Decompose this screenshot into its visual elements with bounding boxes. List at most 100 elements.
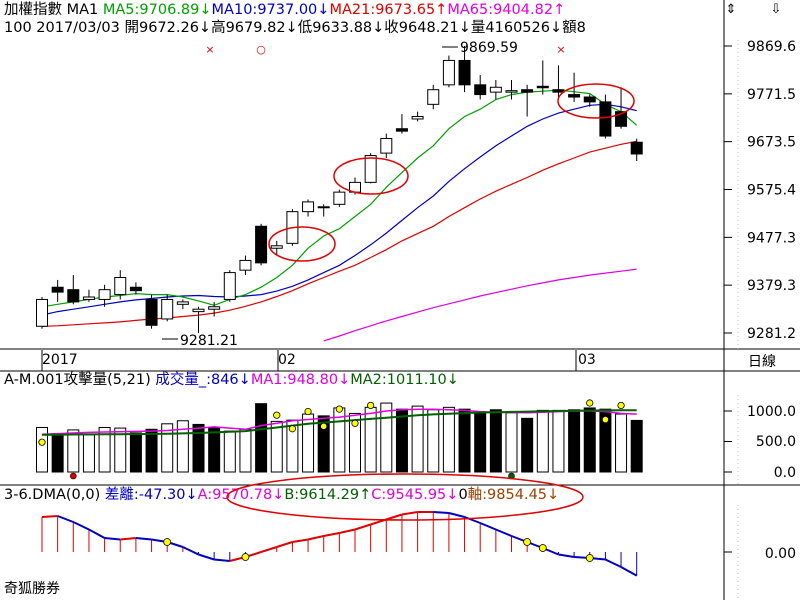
candle bbox=[317, 204, 330, 217]
signal-dot bbox=[288, 425, 296, 433]
dma-line-segment bbox=[292, 538, 309, 543]
dma-line-segment bbox=[323, 532, 340, 537]
volume-bar bbox=[255, 403, 268, 473]
candle bbox=[223, 270, 236, 302]
signal-dot bbox=[38, 438, 46, 446]
volume-bar bbox=[615, 413, 628, 473]
candle bbox=[208, 301, 221, 317]
ma5-label: MA5:9706.89 bbox=[102, 2, 200, 18]
candle bbox=[583, 94, 596, 107]
volume-bar bbox=[411, 405, 424, 473]
highlight-ellipse bbox=[557, 83, 635, 119]
dma-line-segment bbox=[354, 523, 371, 531]
volume-axis-0: 0.0 bbox=[774, 465, 796, 481]
signal-dot bbox=[585, 554, 594, 562]
signal-x-marker: × bbox=[205, 43, 214, 56]
time-label-02: 02 bbox=[278, 352, 296, 368]
signal-x-marker: × bbox=[556, 43, 565, 56]
candle bbox=[474, 75, 487, 100]
price-axis: 9869.6 9771.5 9673.5 9575.4 9477.3 9379.3 9281… bbox=[724, 39, 796, 342]
candle bbox=[114, 270, 127, 300]
footer-brand: 奇狐勝券 bbox=[4, 581, 60, 597]
vol-ma2-label: MA2:1011.10 bbox=[350, 372, 447, 388]
candle bbox=[51, 279, 64, 302]
dma-line-segment bbox=[41, 515, 58, 518]
volume-bar bbox=[505, 412, 518, 473]
candle bbox=[192, 306, 205, 334]
signal-dot bbox=[273, 411, 281, 419]
dma-line-segment bbox=[120, 537, 136, 541]
volume-bar bbox=[67, 429, 80, 473]
candle bbox=[145, 294, 158, 329]
price-axis-label: 9477.3 bbox=[747, 230, 796, 246]
svg-text:⇩: ⇩ bbox=[771, 2, 782, 17]
dma-line-segment bbox=[260, 546, 278, 553]
dma-header: 3-6.DMA(0,0) 差離:-47.30↓A:9570.78↓B:9614.… bbox=[4, 487, 560, 503]
volume-bar bbox=[176, 420, 189, 473]
ohlc-readout: 100 2017/03/03 開9672.26↓高9679.82↓低9633.8… bbox=[4, 20, 586, 36]
candle bbox=[615, 87, 628, 129]
dma-line-segment bbox=[276, 541, 293, 548]
dma-c-label: C:9545.95 bbox=[371, 487, 447, 503]
candle bbox=[489, 79, 502, 100]
dma-line-segment bbox=[182, 546, 199, 556]
candle bbox=[536, 60, 549, 95]
dma-line-segment bbox=[558, 553, 575, 558]
dma-line-segment bbox=[339, 528, 356, 534]
dma-line-segment bbox=[620, 566, 638, 577]
signal-dot bbox=[586, 399, 594, 407]
dma-line-segment bbox=[604, 558, 622, 568]
volume-bar bbox=[98, 426, 111, 473]
scroll-down-arrow-icon[interactable]: ⇩ bbox=[771, 2, 782, 17]
svg-text:⇕: ⇕ bbox=[726, 2, 737, 17]
signal-dot bbox=[304, 407, 312, 416]
candle bbox=[36, 297, 48, 329]
price-axis-label: 9869.6 bbox=[747, 39, 796, 55]
candle bbox=[67, 275, 80, 305]
candle bbox=[129, 282, 142, 295]
ma10-line bbox=[41, 103, 637, 316]
scroll-up-arrow-icon[interactable]: ⇕ bbox=[726, 2, 737, 17]
highlight-ellipse bbox=[268, 226, 336, 262]
dma-line-segment bbox=[433, 511, 449, 514]
volume-bar bbox=[552, 409, 565, 473]
dma-line-segment bbox=[479, 522, 497, 531]
candle bbox=[302, 199, 315, 217]
candle bbox=[442, 55, 455, 88]
signal-dot bbox=[241, 553, 250, 561]
dma-axis-0: 0.00 bbox=[765, 546, 796, 562]
ma21-label: MA21:9673.65 bbox=[329, 2, 436, 18]
dma-histogram bbox=[41, 511, 732, 577]
candle bbox=[255, 223, 268, 266]
dma-line-segment bbox=[214, 558, 230, 562]
volume-bar bbox=[364, 406, 377, 473]
volume-bar bbox=[583, 407, 596, 473]
period-label[interactable]: 日線 bbox=[748, 354, 776, 370]
volume-axis-1000: 1000.0 bbox=[747, 404, 796, 420]
volume-value: 成交量_:846 bbox=[155, 372, 239, 388]
signal-dot bbox=[367, 401, 375, 410]
candle bbox=[505, 79, 518, 100]
dma-line-segment bbox=[88, 528, 106, 539]
volume-bar bbox=[114, 427, 127, 473]
candle bbox=[176, 299, 189, 310]
volume-bar bbox=[51, 433, 64, 473]
dma-zero-label: 0 bbox=[458, 487, 468, 503]
dma-a-label: A:9570.78 bbox=[197, 487, 273, 503]
candle bbox=[427, 84, 440, 110]
volume-bar bbox=[82, 434, 95, 473]
volume-bar bbox=[442, 406, 455, 473]
signal-dot bbox=[351, 419, 359, 427]
signal-dot bbox=[320, 422, 328, 430]
vol-ma1-label: MA1:948.80 bbox=[250, 372, 339, 388]
volume-bar bbox=[239, 428, 252, 473]
volume-bar bbox=[380, 402, 393, 473]
volume-bar bbox=[161, 423, 174, 473]
dma-line-segment bbox=[135, 537, 152, 541]
ma21-line bbox=[41, 140, 637, 327]
volume-bar bbox=[192, 423, 205, 473]
price-axis-label: 9379.3 bbox=[747, 278, 796, 294]
volume-bar bbox=[270, 420, 283, 473]
signal-o-marker: ○ bbox=[256, 43, 266, 56]
